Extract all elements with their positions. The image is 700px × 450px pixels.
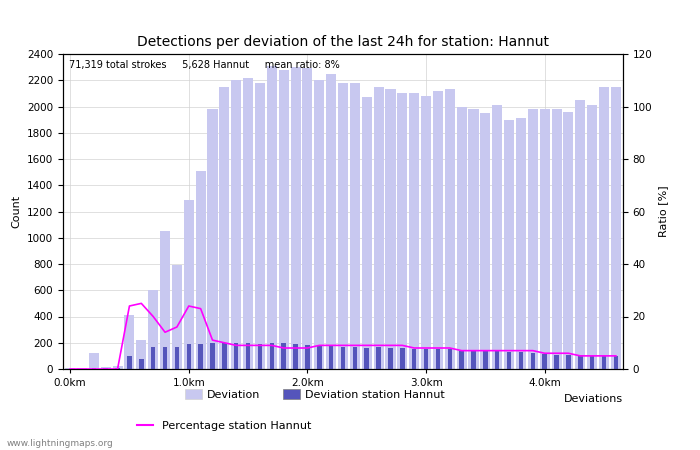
- Bar: [148, 290, 158, 369]
- Bar: [222, 343, 227, 369]
- Bar: [599, 87, 609, 369]
- Bar: [398, 94, 407, 369]
- Bar: [409, 94, 419, 369]
- Bar: [183, 200, 194, 369]
- Bar: [353, 347, 357, 369]
- Bar: [542, 354, 547, 369]
- Legend: Deviation, Deviation station Hannut: Deviation, Deviation station Hannut: [181, 384, 449, 404]
- Bar: [552, 109, 561, 369]
- Bar: [77, 368, 87, 369]
- Bar: [519, 352, 523, 369]
- Bar: [151, 346, 155, 369]
- Bar: [456, 107, 467, 369]
- Bar: [326, 74, 336, 369]
- Title: Detections per deviation of the last 24h for station: Hannut: Detections per deviation of the last 24h…: [137, 35, 549, 49]
- Bar: [459, 351, 464, 369]
- Bar: [172, 266, 182, 369]
- Bar: [590, 356, 594, 369]
- Bar: [127, 356, 132, 369]
- Text: 71,319 total strokes     5,628 Hannut     mean ratio: 8%: 71,319 total strokes 5,628 Hannut mean r…: [69, 60, 340, 70]
- Bar: [329, 346, 333, 369]
- Bar: [444, 90, 455, 369]
- Bar: [279, 70, 288, 369]
- Bar: [207, 109, 218, 369]
- Y-axis label: Count: Count: [11, 195, 22, 228]
- Bar: [421, 96, 431, 369]
- Legend: Percentage station Hannut: Percentage station Hannut: [132, 416, 316, 436]
- Bar: [338, 83, 348, 369]
- Bar: [504, 120, 514, 369]
- Bar: [350, 83, 360, 369]
- Bar: [125, 315, 134, 369]
- Bar: [231, 80, 241, 369]
- Bar: [587, 105, 597, 369]
- Bar: [471, 351, 476, 369]
- Bar: [89, 353, 99, 369]
- Bar: [389, 348, 393, 369]
- Bar: [483, 351, 488, 369]
- Bar: [566, 355, 570, 369]
- Bar: [267, 66, 277, 369]
- Bar: [258, 344, 262, 369]
- Bar: [575, 100, 585, 369]
- Bar: [305, 346, 309, 369]
- Bar: [492, 105, 503, 369]
- Bar: [246, 343, 251, 369]
- Bar: [136, 340, 146, 369]
- Bar: [219, 87, 230, 369]
- Bar: [302, 68, 312, 369]
- Bar: [531, 353, 535, 369]
- Bar: [424, 349, 428, 369]
- Bar: [516, 118, 526, 369]
- Bar: [290, 67, 300, 369]
- Bar: [540, 109, 550, 369]
- Bar: [160, 231, 170, 369]
- Bar: [198, 344, 203, 369]
- Bar: [480, 113, 491, 369]
- Bar: [139, 359, 144, 369]
- Bar: [234, 343, 239, 369]
- Bar: [611, 87, 621, 369]
- Bar: [495, 351, 500, 369]
- Bar: [341, 346, 345, 369]
- Bar: [400, 348, 405, 369]
- X-axis label: Deviations: Deviations: [564, 394, 623, 404]
- Bar: [554, 355, 559, 369]
- Bar: [243, 78, 253, 369]
- Bar: [314, 80, 324, 369]
- Bar: [578, 355, 582, 369]
- Bar: [281, 343, 286, 369]
- Bar: [377, 347, 381, 369]
- Bar: [116, 368, 120, 369]
- Bar: [163, 346, 167, 369]
- Bar: [412, 349, 416, 369]
- Bar: [195, 171, 206, 369]
- Bar: [174, 346, 179, 369]
- Bar: [210, 343, 215, 369]
- Y-axis label: Ratio [%]: Ratio [%]: [658, 186, 668, 237]
- Bar: [386, 90, 396, 369]
- Bar: [92, 368, 96, 369]
- Bar: [317, 346, 321, 369]
- Bar: [362, 97, 372, 369]
- Bar: [186, 344, 191, 369]
- Bar: [468, 109, 479, 369]
- Bar: [433, 91, 443, 369]
- Bar: [270, 343, 274, 369]
- Bar: [614, 356, 618, 369]
- Bar: [101, 367, 111, 369]
- Bar: [374, 87, 384, 369]
- Bar: [365, 348, 369, 369]
- Bar: [435, 349, 440, 369]
- Bar: [293, 344, 298, 369]
- Text: www.lightningmaps.org: www.lightningmaps.org: [7, 439, 113, 448]
- Bar: [255, 83, 265, 369]
- Bar: [507, 352, 512, 369]
- Bar: [564, 112, 573, 369]
- Bar: [113, 366, 122, 369]
- Bar: [528, 109, 538, 369]
- Bar: [602, 356, 606, 369]
- Bar: [447, 349, 452, 369]
